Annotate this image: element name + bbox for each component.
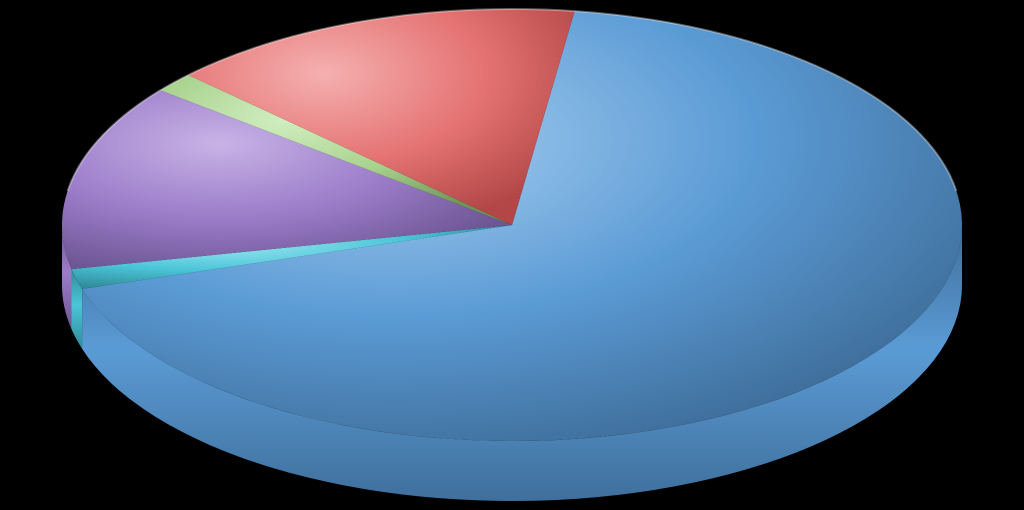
pie-chart-3d [0,0,1024,510]
